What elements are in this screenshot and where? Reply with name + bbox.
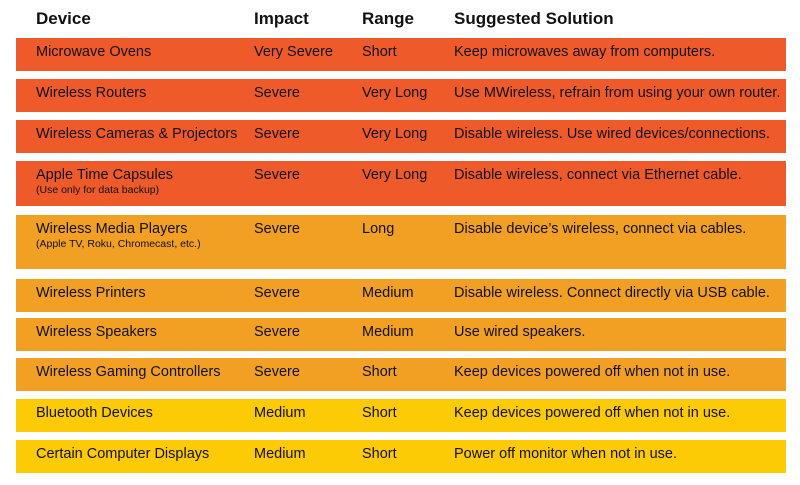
table-row: Apple Time Capsules (Use only for data ba…: [16, 161, 786, 206]
device-name: Wireless Speakers: [36, 324, 157, 340]
cell-device: Wireless Gaming Controllers: [36, 364, 221, 380]
cell-device: Wireless Cameras & Projectors: [36, 126, 237, 142]
table-header: Device Impact Range Suggested Solution: [16, 0, 786, 38]
cell-solution: Keep microwaves away from computers.: [454, 44, 716, 60]
cell-range: Short: [362, 405, 397, 421]
cell-solution: Disable wireless, connect via Ethernet c…: [454, 167, 742, 183]
cell-device: Apple Time Capsules (Use only for data ba…: [36, 167, 173, 196]
cell-impact: Severe: [254, 167, 300, 183]
device-name: Wireless Media Players: [36, 221, 188, 237]
cell-impact: Severe: [254, 324, 300, 340]
cell-solution: Keep devices powered off when not in use…: [454, 364, 731, 380]
cell-impact: Severe: [254, 85, 300, 101]
cell-range: Very Long: [362, 126, 428, 142]
cell-device: Certain Computer Displays: [36, 446, 209, 462]
cell-range: Medium: [362, 285, 414, 301]
cell-range: Short: [362, 364, 397, 380]
table-row: Wireless Printers Severe Medium Disable wir…: [16, 279, 786, 312]
cell-solution: Use wired speakers.: [454, 324, 586, 340]
device-name: Wireless Printers: [36, 285, 146, 301]
table-row: Wireless Routers Severe Very Long Use MWire…: [16, 79, 786, 112]
table-row: Certain Computer Displays Medium Short Powe…: [16, 440, 786, 473]
cell-range: Long: [362, 221, 395, 237]
cell-solution: Disable wireless. Use wired devices/conn…: [454, 126, 770, 142]
table-row: Wireless Gaming Controllers Severe Short Ke…: [16, 358, 786, 391]
cell-solution: Disable device’s wireless, connect via c…: [454, 221, 747, 237]
device-name: Wireless Routers: [36, 85, 147, 101]
device-note: (Apple TV, Roku, Chromecast, etc.): [36, 238, 201, 250]
device-name: Wireless Cameras & Projectors: [36, 126, 238, 142]
cell-range: Short: [362, 44, 397, 60]
table-row: Microwave Ovens Very Severe Short Keep micr…: [16, 38, 786, 71]
cell-impact: Very Severe: [254, 44, 333, 60]
cell-range: Very Long: [362, 167, 428, 183]
cell-impact: Severe: [254, 285, 300, 301]
cell-device: Wireless Routers: [36, 85, 146, 101]
cell-impact: Severe: [254, 221, 300, 237]
cell-impact: Severe: [254, 364, 300, 380]
table-row: Wireless Cameras & Projectors Severe Very …: [16, 120, 786, 153]
device-name: Apple Time Capsules: [36, 167, 174, 183]
cell-device: Wireless Speakers: [36, 324, 157, 340]
cell-range: Short: [362, 446, 397, 462]
cell-device: Bluetooth Devices: [36, 405, 153, 421]
cell-impact: Severe: [254, 126, 300, 142]
device-note: (Use only for data backup): [36, 184, 160, 196]
header-device: Device: [36, 9, 91, 28]
cell-device: Microwave Ovens: [36, 44, 151, 60]
interference-table: Device Impact Range Suggested Solution M…: [16, 0, 786, 473]
cell-impact: Medium: [254, 405, 306, 421]
cell-solution: Use MWireless, refrain from using your o…: [454, 85, 781, 101]
device-name: Bluetooth Devices: [36, 405, 153, 421]
cell-range: Medium: [362, 324, 414, 340]
cell-solution: Keep devices powered off when not in use…: [454, 405, 731, 421]
cell-impact: Medium: [254, 446, 306, 462]
header-range: Range: [362, 9, 414, 28]
cell-device: Wireless Media Players (Apple TV, Roku, C…: [36, 221, 201, 250]
table-row: Bluetooth Devices Medium Short Keep devices…: [16, 399, 786, 432]
cell-range: Very Long: [362, 85, 428, 101]
cell-solution: Disable wireless. Connect directly via U…: [454, 285, 770, 301]
device-name: Microwave Ovens: [36, 44, 152, 60]
device-name: Certain Computer Displays: [36, 446, 210, 462]
header-impact: Impact: [254, 9, 309, 28]
cell-device: Wireless Printers: [36, 285, 146, 301]
cell-solution: Power off monitor when not in use.: [454, 446, 677, 462]
table-row: Wireless Media Players (Apple TV, Roku, C…: [16, 215, 786, 269]
table-row: Wireless Speakers Severe Medium Use wired s…: [16, 318, 786, 351]
header-solution: Suggested Solution: [454, 9, 614, 28]
device-name: Wireless Gaming Controllers: [36, 364, 221, 380]
